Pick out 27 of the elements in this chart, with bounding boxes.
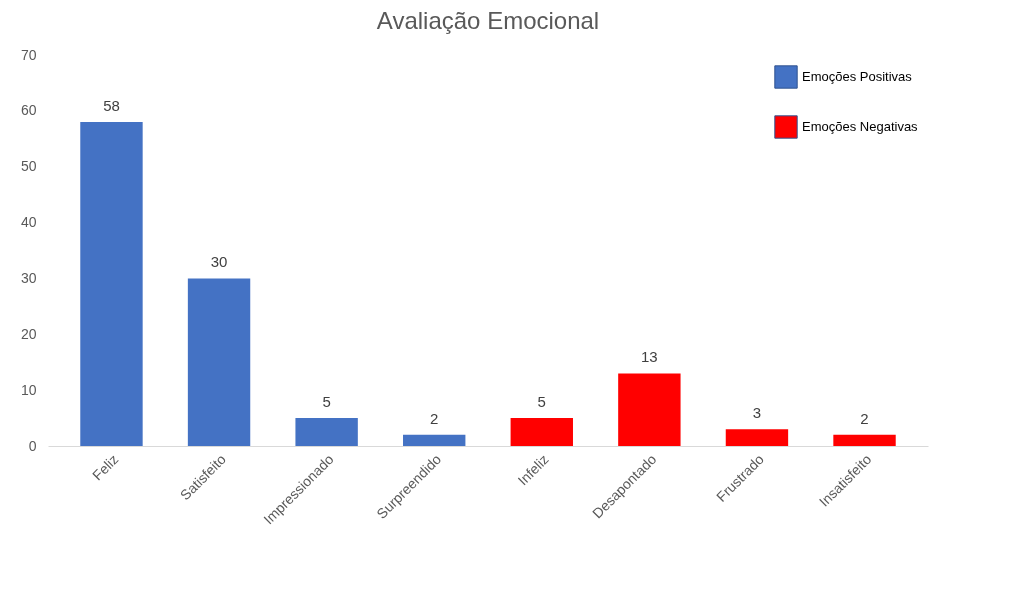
bar: [833, 434, 896, 446]
data-label: 30: [210, 253, 228, 271]
data-label: 2: [430, 409, 439, 427]
y-tick-label: 70: [20, 46, 37, 63]
bar: [187, 278, 251, 446]
bar: [80, 122, 143, 446]
y-tick-label: 50: [20, 158, 37, 175]
data-label: 5: [322, 393, 331, 411]
legend-label: Emoções Positivas: [802, 69, 913, 84]
bar: [510, 418, 573, 446]
y-tick-label: 30: [20, 269, 37, 286]
data-label: 58: [103, 97, 120, 115]
data-label: 2: [860, 409, 869, 427]
legend-label: Emoções Negativas: [802, 119, 919, 134]
bar: [295, 418, 358, 446]
y-tick-label: 10: [20, 381, 37, 398]
chart-title: Avaliação Emocional: [376, 7, 600, 34]
y-tick-label: 0: [28, 437, 37, 454]
y-tick-label: 40: [20, 214, 37, 231]
bar: [725, 429, 789, 446]
data-label: 5: [537, 393, 546, 411]
bar: [403, 434, 466, 446]
data-label: 13: [641, 348, 658, 366]
y-tick-label: 60: [20, 102, 37, 119]
data-label: 3: [752, 404, 762, 422]
bar: [618, 373, 681, 446]
y-tick-label: 20: [20, 325, 37, 342]
